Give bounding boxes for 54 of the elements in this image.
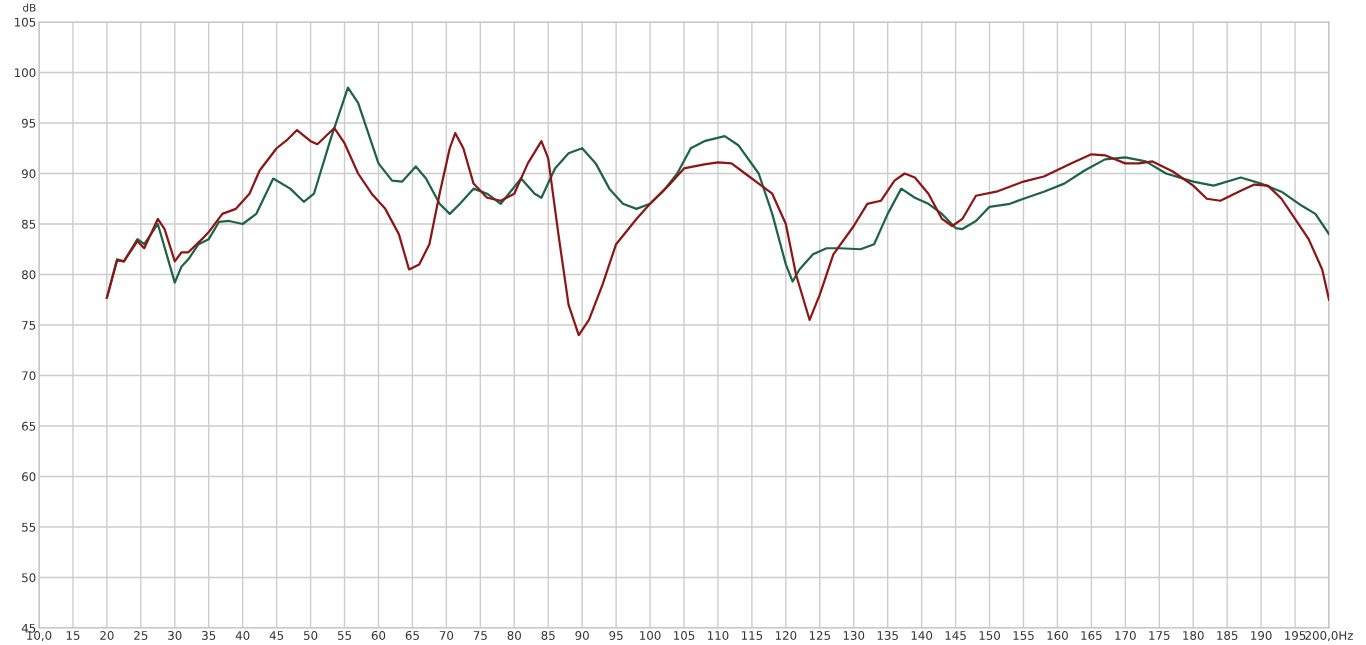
x-tick-label: 10,0 bbox=[27, 630, 52, 642]
x-tick-label: 150 bbox=[979, 630, 1001, 640]
y-tick-label: 45 bbox=[21, 623, 36, 633]
y-tick-label: 100 bbox=[14, 68, 36, 78]
y-tick-label: 105 bbox=[14, 17, 36, 27]
x-tick-label: 175 bbox=[1149, 631, 1170, 640]
x-tick-label: 105 bbox=[674, 630, 695, 640]
y-tick-label: 55 bbox=[22, 522, 36, 532]
x-tick-label: 120 bbox=[775, 630, 797, 640]
x-tick-label: 75 bbox=[473, 631, 487, 640]
x-tick-label: 25 bbox=[134, 630, 148, 640]
x-tick-label: 35 bbox=[202, 630, 216, 640]
x-tick-label: 65 bbox=[405, 630, 419, 640]
y-tick-label: 95 bbox=[21, 118, 36, 128]
x-tick-label: 80 bbox=[507, 630, 521, 640]
x-tick-label: 165 bbox=[1081, 630, 1102, 640]
x-tick-label: 200,0Hz bbox=[1305, 630, 1353, 642]
y-axis-title: dB bbox=[23, 3, 36, 12]
x-tick-label: 125 bbox=[809, 630, 831, 640]
y-tick-label: 70 bbox=[22, 371, 36, 381]
x-tick-label: 20 bbox=[100, 630, 114, 640]
x-tick-label: 30 bbox=[168, 630, 182, 640]
y-tick-label: 85 bbox=[22, 219, 36, 229]
x-tick-label: 185 bbox=[1217, 630, 1238, 640]
x-tick-label: 170 bbox=[1115, 630, 1136, 640]
x-tick-label: 90 bbox=[575, 630, 589, 640]
x-tick-label: 110 bbox=[707, 630, 729, 640]
x-tick-label: 190 bbox=[1251, 630, 1272, 640]
x-tick-label: 135 bbox=[877, 630, 898, 640]
y-tick-label: 50 bbox=[22, 573, 36, 583]
x-tick-label: 180 bbox=[1183, 630, 1204, 640]
x-tick-label: 55 bbox=[337, 631, 352, 640]
x-tick-label: 130 bbox=[843, 630, 865, 640]
y-tick-label: 75 bbox=[22, 320, 36, 330]
x-tick-label: 45 bbox=[269, 631, 284, 640]
line-series bbox=[105, 126, 1329, 337]
x-tick-label: 140 bbox=[911, 630, 933, 640]
x-tick-label: 160 bbox=[1047, 630, 1068, 640]
x-tick-label: 115 bbox=[741, 631, 763, 640]
y-tick-label: 80 bbox=[22, 270, 36, 280]
x-tick-label: 195 bbox=[1285, 630, 1306, 640]
x-tick-label: 155 bbox=[1013, 631, 1034, 640]
x-tick-label: 145 bbox=[945, 631, 966, 640]
x-tick-label: 60 bbox=[371, 630, 386, 640]
x-tick-label: 40 bbox=[235, 630, 250, 640]
y-tick-label: 60 bbox=[22, 472, 36, 482]
x-tick-label: 50 bbox=[303, 630, 318, 640]
x-tick-label: 100 bbox=[640, 630, 661, 640]
x-tick-label: 95 bbox=[609, 630, 623, 640]
x-tick-label: 15 bbox=[66, 631, 80, 640]
y-tick-label: 65 bbox=[22, 421, 36, 431]
x-tick-label: 70 bbox=[439, 630, 454, 640]
y-tick-label: 90 bbox=[21, 169, 36, 179]
x-tick-label: 85 bbox=[541, 630, 555, 640]
